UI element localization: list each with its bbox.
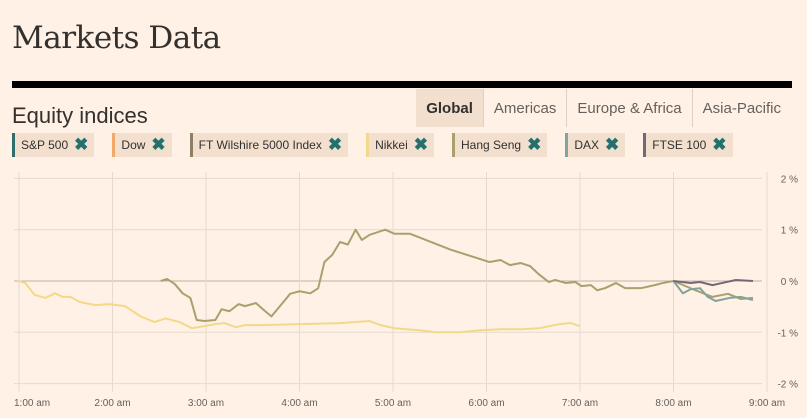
series-line-hang-seng bbox=[160, 228, 754, 323]
chip-ft-wilshire-5000-index: FT Wilshire 5000 Index ✖ bbox=[189, 133, 349, 157]
x-tick-label: 9:00 am bbox=[749, 398, 785, 409]
x-tick-label: 1:00 am bbox=[14, 398, 50, 409]
title-rule bbox=[12, 81, 792, 88]
chip-hang-seng: Hang Seng ✖ bbox=[452, 133, 548, 157]
chip-label: Hang Seng bbox=[461, 138, 522, 152]
chip-s-p-500: S&P 500 ✖ bbox=[12, 133, 95, 157]
close-icon[interactable]: ✖ bbox=[327, 135, 343, 154]
tab-europe-africa[interactable]: Europe & Africa bbox=[566, 89, 691, 127]
chip-nikkei: Nikkei ✖ bbox=[366, 133, 435, 157]
y-tick-label: -2 % bbox=[777, 380, 798, 391]
tab-americas[interactable]: Americas bbox=[482, 89, 567, 127]
chip-label: DAX bbox=[574, 138, 599, 152]
chip-label: S&P 500 bbox=[21, 138, 69, 152]
chip-label: FTSE 100 bbox=[652, 138, 707, 152]
close-icon[interactable]: ✖ bbox=[605, 135, 620, 154]
series-line-ftse-100 bbox=[673, 278, 754, 287]
x-tick-label: 2:00 am bbox=[94, 398, 130, 409]
chip-dow: Dow ✖ bbox=[112, 133, 172, 157]
close-icon[interactable]: ✖ bbox=[74, 135, 89, 154]
x-tick-label: 7:00 am bbox=[562, 398, 598, 409]
tab-global[interactable]: Global bbox=[416, 89, 483, 127]
close-icon[interactable]: ✖ bbox=[151, 135, 166, 154]
chip-label: Nikkei bbox=[375, 138, 408, 152]
chip-ftse-100: FTSE 100 ✖ bbox=[643, 133, 733, 157]
x-tick-label: 3:00 am bbox=[188, 398, 224, 409]
close-icon[interactable]: ✖ bbox=[712, 135, 727, 154]
close-icon[interactable]: ✖ bbox=[527, 135, 542, 154]
y-tick-label: 2 % bbox=[781, 174, 798, 185]
tab-asia-pacific[interactable]: Asia-Pacific bbox=[691, 89, 791, 127]
page-title: Markets Data bbox=[12, 20, 221, 56]
close-icon[interactable]: ✖ bbox=[413, 135, 429, 154]
index-chips: S&P 500 ✖ Dow ✖ FT Wilshire 5000 Index ✖ Nikke… bbox=[12, 133, 733, 157]
region-tabs: Global Americas Europe & Africa Asia-Pac… bbox=[416, 89, 791, 127]
x-tick-label: 5:00 am bbox=[375, 398, 411, 409]
chip-label: Dow bbox=[121, 138, 146, 152]
series-line-nikkei bbox=[18, 280, 581, 334]
y-tick-label: -1 % bbox=[777, 328, 798, 339]
section-title: Equity indices bbox=[12, 103, 148, 128]
x-tick-label: 6:00 am bbox=[468, 398, 504, 409]
x-tick-label: 8:00 am bbox=[655, 398, 691, 409]
chip-label: FT Wilshire 5000 Index bbox=[198, 138, 322, 152]
series-line-dax bbox=[672, 280, 754, 303]
x-tick-label: 4:00 am bbox=[281, 398, 317, 409]
y-tick-label: 0 % bbox=[781, 277, 798, 288]
y-tick-label: 1 % bbox=[781, 226, 798, 237]
chip-dax: DAX ✖ bbox=[565, 133, 626, 157]
